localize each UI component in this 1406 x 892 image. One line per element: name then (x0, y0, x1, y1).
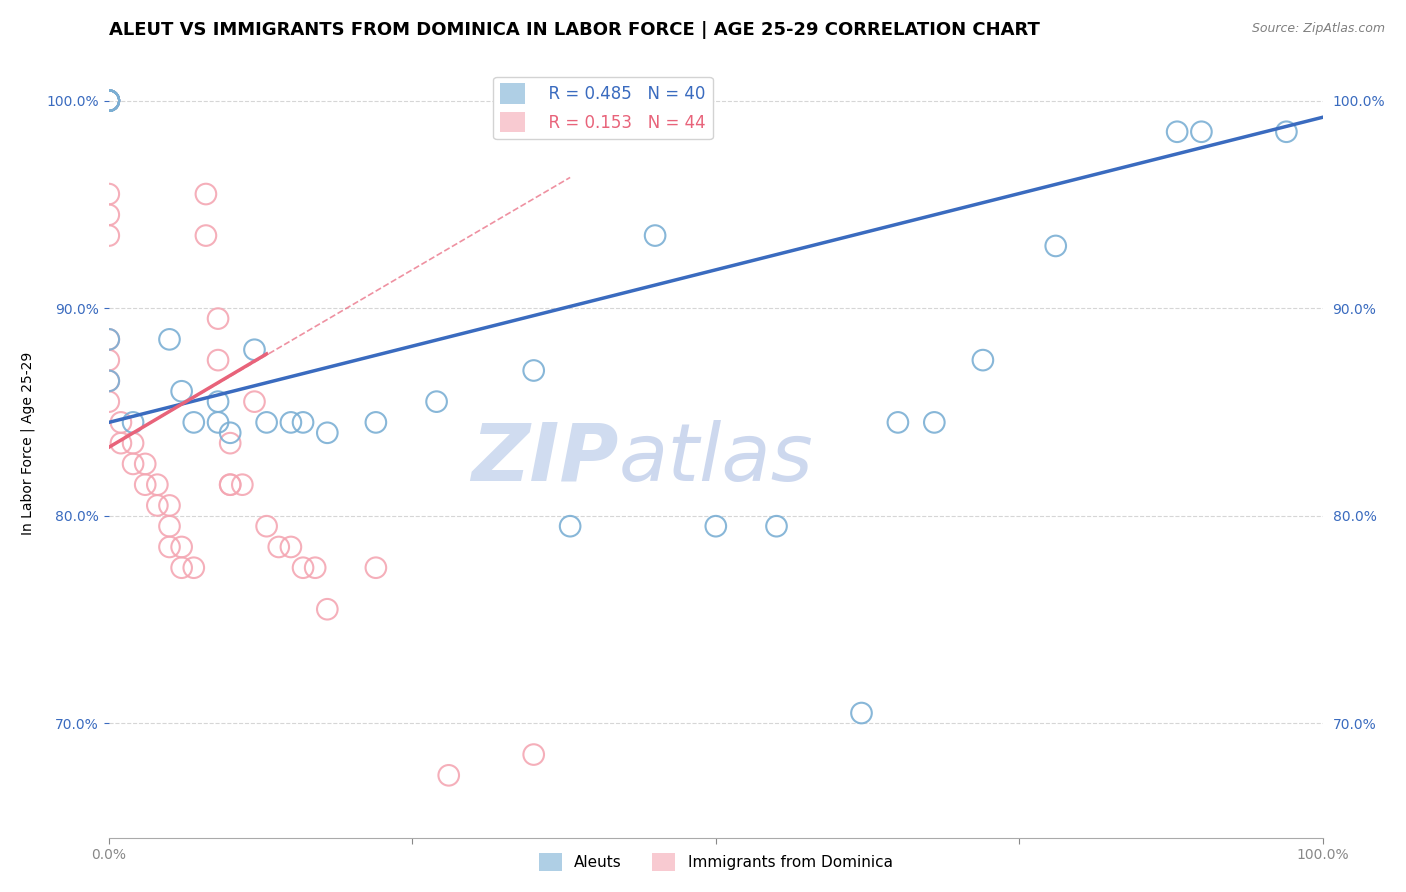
Point (1166, 125, 1188, 139)
Point (146, 477, 169, 491)
Point (159, 499, 181, 513)
Point (97, 332, 120, 346)
Text: atlas: atlas (619, 420, 814, 498)
Point (134, 457, 156, 471)
Point (219, 477, 242, 491)
Point (97, 94, 120, 108)
Point (170, 384, 193, 399)
Point (159, 519, 181, 533)
Point (97, 374, 120, 388)
Point (765, 519, 787, 533)
Point (97, 394, 120, 409)
Legend: Aleuts, Immigrants from Dominica: Aleuts, Immigrants from Dominica (533, 847, 898, 878)
Point (97, 353, 120, 368)
Point (97, 94, 120, 108)
Point (97, 94, 120, 108)
Point (280, 540, 302, 554)
Point (97, 94, 120, 108)
Point (97, 208, 120, 222)
Point (97, 94, 120, 108)
Point (426, 394, 449, 409)
Point (304, 560, 326, 574)
Point (122, 416, 145, 430)
Point (1275, 125, 1298, 139)
Point (704, 519, 727, 533)
Point (207, 416, 229, 430)
Point (194, 187, 217, 202)
Point (644, 228, 666, 243)
Point (292, 416, 315, 430)
Point (110, 436, 132, 450)
Point (364, 560, 387, 574)
Point (267, 540, 290, 554)
Point (97, 94, 120, 108)
Text: Source: ZipAtlas.com: Source: ZipAtlas.com (1251, 22, 1385, 36)
Point (97, 374, 120, 388)
Point (146, 499, 169, 513)
Point (256, 519, 278, 533)
Point (170, 540, 193, 554)
Point (97, 228, 120, 243)
Point (1189, 125, 1212, 139)
Point (97, 94, 120, 108)
Point (183, 416, 205, 430)
Point (183, 560, 205, 574)
Point (523, 363, 546, 377)
Point (97, 94, 120, 108)
Point (207, 394, 229, 409)
Point (97, 94, 120, 108)
Point (972, 353, 994, 368)
Point (437, 768, 460, 782)
Point (231, 477, 253, 491)
Point (97, 332, 120, 346)
Point (256, 416, 278, 430)
Point (219, 425, 242, 440)
Point (523, 747, 546, 762)
Point (1045, 239, 1067, 253)
Point (364, 416, 387, 430)
Point (558, 519, 581, 533)
Point (243, 394, 266, 409)
Point (97, 94, 120, 108)
Point (207, 353, 229, 368)
Point (110, 416, 132, 430)
Point (316, 425, 339, 440)
Point (122, 436, 145, 450)
Point (194, 228, 217, 243)
Point (243, 343, 266, 357)
Point (207, 311, 229, 326)
Point (292, 560, 315, 574)
Point (97, 94, 120, 108)
Point (97, 94, 120, 108)
Point (97, 94, 120, 108)
Point (316, 602, 339, 616)
Text: ZIP: ZIP (471, 420, 619, 498)
Point (159, 540, 181, 554)
Point (170, 560, 193, 574)
Point (159, 332, 181, 346)
Point (851, 706, 873, 720)
Point (280, 416, 302, 430)
Point (219, 436, 242, 450)
Text: ALEUT VS IMMIGRANTS FROM DOMINICA IN LABOR FORCE | AGE 25-29 CORRELATION CHART: ALEUT VS IMMIGRANTS FROM DOMINICA IN LAB… (108, 21, 1039, 39)
Point (134, 477, 156, 491)
Point (219, 477, 242, 491)
Point (887, 416, 910, 430)
Point (97, 94, 120, 108)
Point (97, 94, 120, 108)
Point (924, 416, 946, 430)
Point (97, 187, 120, 202)
Point (122, 457, 145, 471)
Y-axis label: In Labor Force | Age 25-29: In Labor Force | Age 25-29 (21, 351, 35, 535)
Point (97, 94, 120, 108)
